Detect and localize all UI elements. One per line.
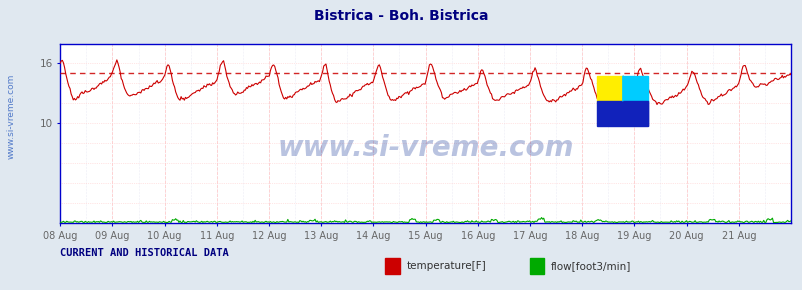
Text: www.si-vreme.com: www.si-vreme.com — [277, 134, 573, 162]
Text: www.si-vreme.com: www.si-vreme.com — [6, 73, 15, 159]
Polygon shape — [622, 101, 648, 126]
Text: flow[foot3/min]: flow[foot3/min] — [550, 261, 630, 271]
FancyBboxPatch shape — [597, 101, 648, 126]
FancyBboxPatch shape — [622, 76, 648, 101]
Text: Bistrica - Boh. Bistrica: Bistrica - Boh. Bistrica — [314, 9, 488, 23]
Text: CURRENT AND HISTORICAL DATA: CURRENT AND HISTORICAL DATA — [60, 248, 229, 258]
FancyBboxPatch shape — [597, 76, 622, 101]
Text: temperature[F]: temperature[F] — [406, 261, 485, 271]
Polygon shape — [622, 76, 648, 101]
